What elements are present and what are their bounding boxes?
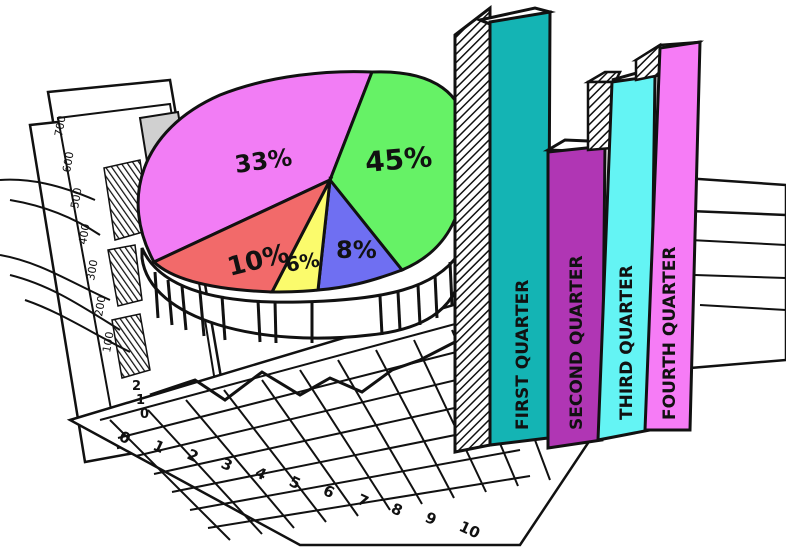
- sketch-lines-left: [0, 178, 131, 353]
- bar-second-quarter: [542, 138, 616, 450]
- grid-y-tick-label: 0: [140, 407, 149, 422]
- pie-slice-8: [316, 176, 405, 292]
- grid-y-tick-label: 1: [136, 393, 145, 408]
- pie-slice-10: [151, 176, 334, 294]
- grid-y-tick-label: 2: [132, 379, 141, 394]
- back-paper-tick-label: 200: [92, 295, 108, 318]
- back-paper-tick-label: 600: [60, 151, 76, 174]
- bar-label-fourth-quarter: FOURTH QUARTER: [660, 247, 680, 420]
- back-paper-tick-label: 300: [84, 259, 100, 282]
- bar-label-second-quarter: SECOND QUARTER: [567, 255, 587, 430]
- bar-first-quarter: [453, 4, 556, 454]
- back-paper-tick-label: 700: [52, 115, 68, 138]
- back-paper-tick-label: 100: [100, 331, 116, 354]
- bar-label-first-quarter: FIRST QUARTER: [513, 280, 533, 430]
- pie-slice-33: [136, 70, 375, 264]
- pie-label-8: 8%: [336, 236, 377, 264]
- bar-third-quarter: [583, 70, 663, 442]
- back-paper-tick-label: 500: [68, 187, 84, 210]
- quarter-bars: FIRST QUARTER SECOND QUARTER THIRD QUART…: [453, 4, 704, 454]
- pie-chart: 33% 45% 8% 6% 10%: [136, 70, 470, 344]
- pie-label-45: 45%: [364, 140, 434, 179]
- pie-label-6: 6%: [284, 247, 322, 277]
- bar-fourth-quarter: [631, 40, 704, 432]
- bar-label-third-quarter: THIRD QUARTER: [617, 265, 637, 420]
